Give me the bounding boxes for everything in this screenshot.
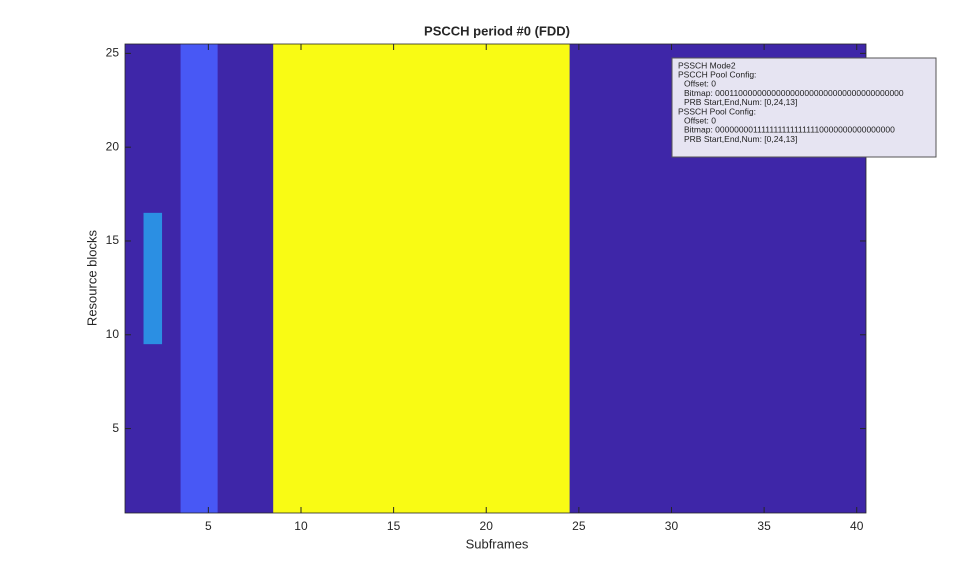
region xyxy=(180,44,218,513)
x-tick-label: 10 xyxy=(294,519,308,533)
annotation-text: PSSCH Mode2 xyxy=(678,60,736,70)
region xyxy=(273,44,570,513)
x-tick-label: 35 xyxy=(757,519,771,533)
annotation-text: PSSCH Pool Config: xyxy=(678,106,756,116)
y-tick-label: 10 xyxy=(106,327,120,341)
y-tick-label: 25 xyxy=(106,46,120,60)
axes-frame xyxy=(124,43,867,514)
annotation-text: Offset: 0 xyxy=(684,115,716,125)
x-tick-label: 20 xyxy=(480,519,494,533)
x-tick-label: 25 xyxy=(572,519,586,533)
x-tick-label: 15 xyxy=(387,519,401,533)
annotation-text: Bitmap: 00011000000000000000000000000000… xyxy=(684,88,904,98)
x-tick-label: 40 xyxy=(850,519,864,533)
annotation-box xyxy=(671,57,937,158)
y-axis-label: Resource blocks xyxy=(84,229,99,326)
y-tick-label: 15 xyxy=(106,233,120,247)
y-tick-label: 5 xyxy=(112,421,119,435)
annotation-text: PRB Start,End,Num: [0,24,13] xyxy=(684,97,797,107)
region xyxy=(143,212,163,345)
x-tick-label: 30 xyxy=(665,519,679,533)
annotation-text: PRB Start,End,Num: [0,24,13] xyxy=(684,134,797,144)
chart-title: PSCCH period #0 (FDD) xyxy=(424,23,570,38)
annotation-text: Bitmap: 00000000111111111111111100000000… xyxy=(684,125,895,135)
annotation-text: PSCCH Pool Config: xyxy=(678,69,756,79)
y-tick-label: 20 xyxy=(106,139,120,153)
annotation-text: Offset: 0 xyxy=(684,79,716,89)
x-tick-label: 5 xyxy=(205,519,212,533)
x-axis-label: Subframes xyxy=(466,536,529,551)
